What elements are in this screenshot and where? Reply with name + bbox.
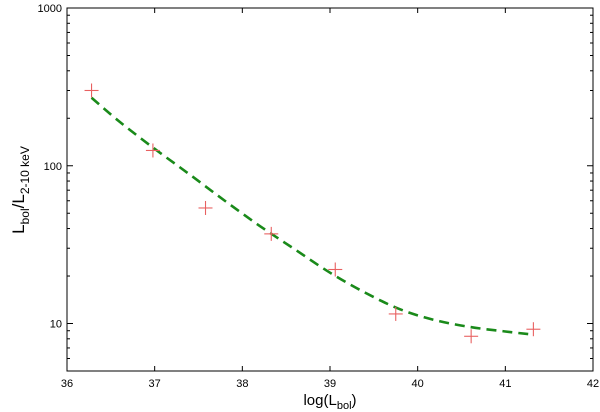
data-points-layer [84, 83, 541, 344]
data-point [464, 329, 479, 344]
x-tick-label: 36 [61, 378, 73, 390]
x-tick-label: 38 [236, 378, 248, 390]
x-tick-label: 40 [412, 378, 424, 390]
x-axis-ticks: 36 37 38 39 40 41 42 [61, 8, 599, 390]
y-tick-label: 100 [44, 161, 62, 173]
plot-area-frame [66, 7, 594, 372]
x-tick-label: 39 [324, 378, 336, 390]
x-tick-label: 37 [149, 378, 161, 390]
y-axis-title: Lbol/L2-10 keV [9, 146, 32, 234]
fit-curve-layer [90, 96, 534, 336]
x-tick-label: 41 [499, 378, 511, 390]
data-point [328, 262, 343, 277]
data-point [198, 200, 213, 215]
x-tick-label: 42 [587, 378, 599, 390]
y-tick-label: 10 [50, 319, 62, 331]
data-point [388, 306, 403, 321]
y-tick-label: 1000 [38, 3, 62, 15]
x-axis-title: log(Lbol) [303, 392, 356, 412]
y-axis-ticks: 10 100 1000 [38, 3, 593, 372]
data-point [264, 226, 279, 241]
data-point [526, 322, 541, 337]
fit-curve [90, 96, 534, 336]
data-point [84, 83, 99, 98]
data-point [145, 143, 160, 158]
